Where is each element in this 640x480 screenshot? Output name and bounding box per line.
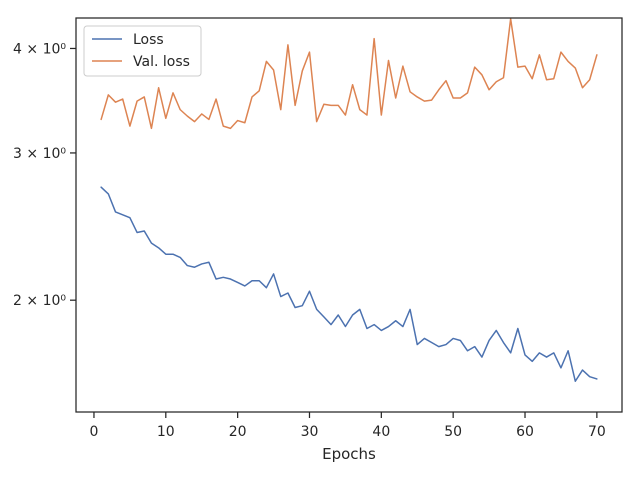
ticks-layer: 0 10 20 30 40 50 60 70 2 × 10⁰ 3 × 10⁰ 4 × 10⁰ xyxy=(13,41,606,440)
plot-area-frame xyxy=(75,17,623,413)
x-tick-label: 10 xyxy=(157,424,175,440)
x-tick-label: 60 xyxy=(516,424,534,440)
series-line-loss xyxy=(100,186,598,382)
x-tick-label: 0 xyxy=(89,424,98,440)
y-tick-label: 4 × 10⁰ xyxy=(13,41,66,57)
x-axis-label: Epochs xyxy=(322,445,376,463)
series-layer xyxy=(100,18,598,382)
x-tick-label: 30 xyxy=(301,424,319,440)
legend: Loss Val. loss xyxy=(83,25,202,77)
legend-label-val-loss: Val. loss xyxy=(133,54,190,70)
y-tick-label: 2 × 10⁰ xyxy=(13,293,66,309)
legend-label-loss: Loss xyxy=(133,32,164,48)
y-tick-label: 3 × 10⁰ xyxy=(13,146,66,162)
series-line-val-loss xyxy=(100,18,598,130)
x-tick-label: 70 xyxy=(588,424,606,440)
x-tick-label: 20 xyxy=(229,424,247,440)
x-tick-label: 40 xyxy=(372,424,390,440)
x-tick-label: 50 xyxy=(444,424,462,440)
